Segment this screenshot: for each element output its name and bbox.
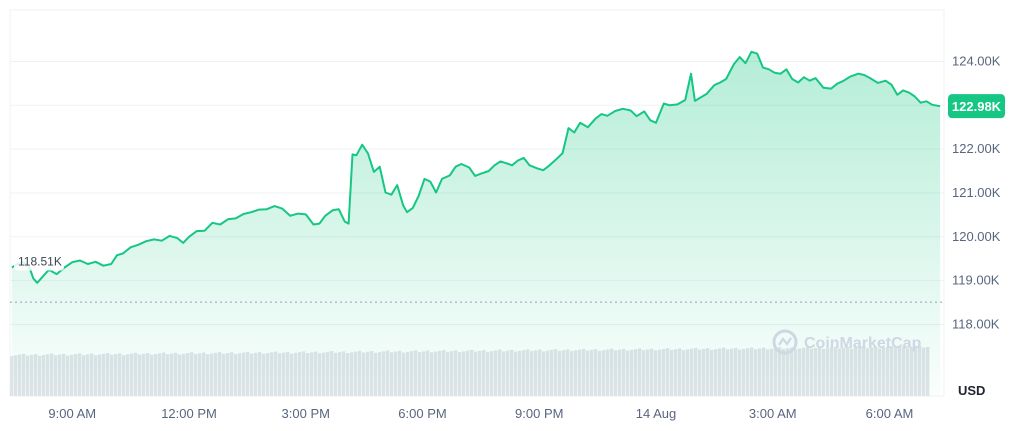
y-tick-label: 120.00K — [952, 229, 1001, 244]
y-tick-label: 121.00K — [952, 185, 1001, 200]
currency-unit-label: USD — [958, 383, 985, 398]
y-tick-label: 119.00K — [952, 273, 1000, 288]
price-area — [11, 50, 941, 397]
x-tick-label: 14 Aug — [636, 406, 677, 421]
start-price-label: 118.51K — [18, 254, 62, 268]
y-tick-label: 118.00K — [952, 316, 1000, 331]
y-tick-label: 124.00K — [952, 53, 1001, 68]
current-price-badge: 122.98K — [948, 94, 1005, 119]
price-series-line — [11, 50, 941, 284]
volume-bar — [10, 356, 14, 396]
price-area-fill — [11, 51, 941, 397]
watermark-text: CoinMarketCap — [804, 335, 922, 352]
x-tick-label: 3:00 AM — [749, 406, 797, 421]
x-tick-label: 6:00 PM — [398, 406, 446, 421]
x-axis-labels: 9:00 AM 12:00 PM 3:00 PM 6:00 PM 9:00 PM 14 A… — [48, 406, 913, 421]
coinmarketcap-watermark: CoinMarketCap — [772, 329, 922, 355]
x-tick-label: 9:00 AM — [48, 406, 96, 421]
x-tick-label: 9:00 PM — [515, 406, 563, 421]
x-tick-label: 6:00 AM — [866, 406, 914, 421]
x-tick-label: 3:00 PM — [282, 406, 330, 421]
current-price-label: 122.98K — [952, 99, 1002, 114]
x-tick-label: 12:00 PM — [161, 406, 217, 421]
start-price-badge: 118.51K — [14, 252, 64, 271]
y-tick-label: 122.00K — [952, 141, 1001, 156]
coinmarketcap-logo-icon — [772, 329, 798, 355]
y-axis-labels: 118.00K 119.00K 120.00K 121.00K 122.00K 124.0… — [952, 53, 1001, 331]
